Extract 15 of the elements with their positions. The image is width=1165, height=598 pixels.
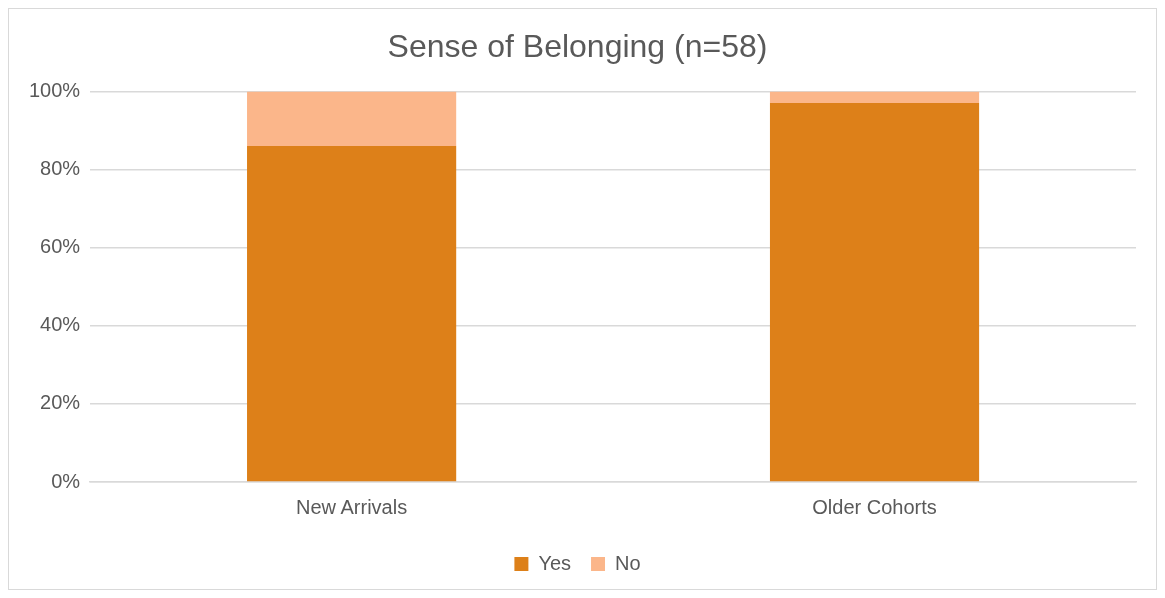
x-tick-label: New Arrivals — [296, 495, 408, 518]
x-tick-label: Older Cohorts — [812, 495, 937, 518]
y-tick-label: 100% — [29, 78, 81, 101]
y-tick-label: 40% — [40, 313, 81, 336]
y-tick-label: 0% — [51, 469, 81, 492]
chart-title: Sense of Belonging (n=58) — [387, 28, 768, 65]
y-tick-label: 80% — [40, 157, 81, 180]
legend-label: Yes — [538, 551, 572, 574]
y-tick-label: 60% — [40, 235, 81, 258]
legend-label: No — [615, 551, 641, 574]
bar — [769, 91, 980, 104]
y-tick-label: 20% — [40, 391, 81, 414]
bar — [247, 146, 457, 482]
bar — [247, 91, 457, 147]
bar — [769, 103, 980, 482]
